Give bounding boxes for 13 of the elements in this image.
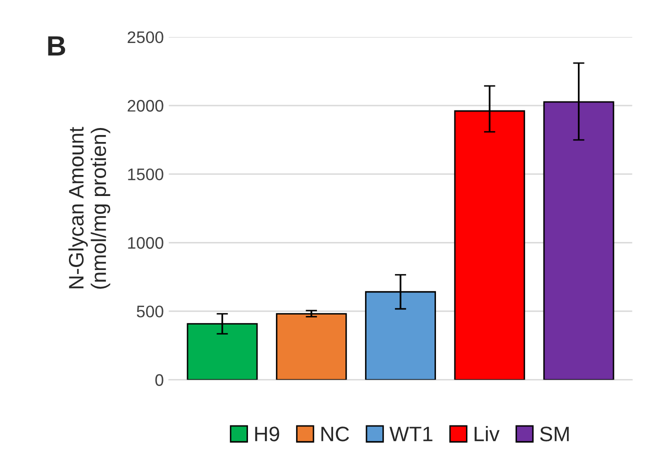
text: B — [48, 36, 66, 56]
y-tick-label: 500 — [136, 306, 164, 318]
legend-label: WT1 — [389, 426, 432, 442]
y-tick-label: 1500 — [128, 168, 164, 180]
y-tick-label: 2500 — [128, 31, 164, 44]
legend-label: SM — [540, 426, 569, 442]
y-tick-label: 0 — [155, 374, 164, 386]
y-tick-label: 2000 — [128, 100, 164, 112]
legend-label: NC — [321, 426, 350, 442]
legend-label: H9 — [255, 426, 280, 442]
y-tick-label: 1000 — [128, 237, 164, 249]
y-axis-title: N-Glycan Amount (nmol/mg protien) — [68, 126, 110, 289]
legend-label: Liv — [474, 426, 500, 442]
